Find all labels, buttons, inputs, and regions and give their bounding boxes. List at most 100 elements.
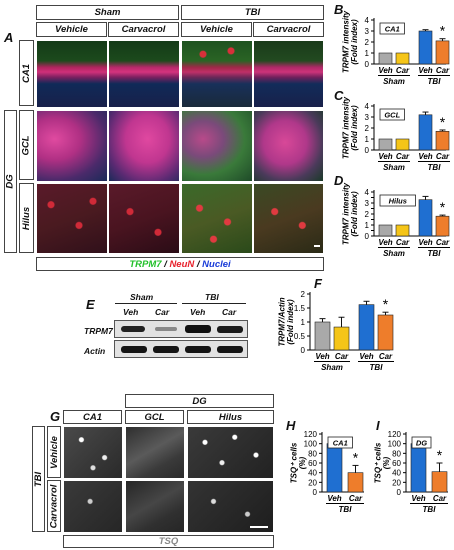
blot-actin <box>114 340 248 358</box>
micrograph-gcl-tbi-carvacrol <box>253 110 324 182</box>
tsq-image-gcl-vehicle <box>125 426 185 479</box>
blot-divider-sham <box>115 303 177 304</box>
c-ytick-label-3: 3 <box>365 113 370 122</box>
c-bar-1 <box>395 138 410 151</box>
i-group-label-0: TBI <box>423 505 437 514</box>
c-ytick-label-1: 1 <box>365 135 370 144</box>
scale-bar-a <box>314 245 320 247</box>
f-category-label-1: Car <box>335 352 349 361</box>
band-trpm7-2 <box>155 327 177 331</box>
d-ytick-label-6: 3 <box>365 199 370 208</box>
f-category-label-0: Veh <box>315 352 329 361</box>
b-category-label-0: Veh <box>378 66 392 75</box>
c-inset-label: GCL <box>384 111 400 120</box>
h-ytick-label-0: 0 <box>313 488 318 497</box>
f-y-axis-label: TRPM7/Actin(Fold index) <box>277 297 295 346</box>
tsq-row-label-carvacrol: Carvacrol <box>47 480 61 532</box>
i-ytick-label-3: 60 <box>392 459 401 468</box>
b-ytick-label-1: 1 <box>365 49 370 58</box>
b-bar-2 <box>418 30 433 65</box>
i-significance-1: * <box>437 447 443 463</box>
d-category-label-2: Veh <box>418 238 432 247</box>
d-ytick-label-4: 2 <box>365 210 370 219</box>
d-bar-3 <box>435 215 450 237</box>
d-bar-2 <box>418 199 433 237</box>
micrograph-hilus-sham-vehicle <box>36 183 108 254</box>
tsq-region-header-dg: DG <box>125 394 274 408</box>
panel-label-f: F <box>314 276 322 291</box>
f-bar-2 <box>358 304 375 351</box>
f-bar-3 <box>377 314 394 351</box>
i-inset-label: DG <box>416 439 427 448</box>
d-category-label-0: Veh <box>378 238 392 247</box>
panel-label-b: B <box>334 2 344 17</box>
h-ytick-label-1: 20 <box>308 478 317 487</box>
c-bar-0 <box>378 138 393 151</box>
i-category-label-1: Car <box>433 494 447 503</box>
h-y-axis-label: TSQ⁺ cells(%) <box>289 442 307 483</box>
b-ytick-label-3: 3 <box>365 27 370 36</box>
band-trpm7-4 <box>217 326 243 333</box>
c-inset-box <box>379 108 405 121</box>
band-actin-3 <box>185 346 211 353</box>
b-group-label-1: TBI <box>428 77 442 86</box>
treatment-header-4: Carvacrol <box>253 22 324 37</box>
c-group-label-1: TBI <box>428 163 442 172</box>
f-bar-1 <box>333 326 350 351</box>
f-ytick-label-3: 1.5 <box>294 304 306 313</box>
tsq-image-gcl-carvacrol <box>125 480 185 533</box>
tsq-row-group-tbi: TBI <box>32 426 45 532</box>
tsq-image-ca1-carvacrol <box>63 480 123 533</box>
tsq-legend: TSQ <box>63 535 274 548</box>
blot-label-trpm7: TRPM7 <box>84 326 113 336</box>
lane-label-1: Veh <box>123 307 139 317</box>
h-ytick-label-2: 40 <box>308 469 317 478</box>
h-inset-label: CA1 <box>333 439 348 448</box>
d-inset-label: Hilus <box>389 197 407 206</box>
band-actin-1 <box>121 346 147 353</box>
h-group-label-0: TBI <box>339 505 353 514</box>
micrograph-gcl-tbi-vehicle <box>181 110 253 182</box>
h-ytick-label-5: 100 <box>304 440 318 449</box>
b-ytick-label-2: 2 <box>365 38 370 47</box>
i-y-axis-label: TSQ⁺ cells(%) <box>373 442 391 483</box>
chart-f: 0 0.5 1 1.5 2 TRPM7/Actin(Fold index) Veh Car Ve… <box>277 290 394 372</box>
row-label-ca1: CA1 <box>19 40 34 106</box>
h-bar-0 <box>326 443 343 493</box>
row-label-gcl: GCL <box>19 110 34 180</box>
i-bar-1 <box>431 471 448 493</box>
b-bar-3 <box>435 40 450 65</box>
f-ytick-label-4: 2 <box>301 290 306 299</box>
chart-c: 0 1 2 3 4 TRPM7 intensity(Fold index) Veh Car Ve… <box>341 96 450 172</box>
i-ytick-label-4: 80 <box>392 449 401 458</box>
panel-label-i: I <box>376 418 380 433</box>
lane-label-2: Car <box>155 307 170 317</box>
band-actin-4 <box>217 346 243 353</box>
treatment-header-3: Vehicle <box>181 22 252 37</box>
c-significance-3: * <box>440 114 446 130</box>
b-group-label-0: Sham <box>383 77 405 86</box>
micrograph-ca1-tbi-vehicle <box>181 40 253 108</box>
f-ytick-label-2: 1 <box>301 318 306 327</box>
d-y-axis-label: TRPM7 intensity(Fold index) <box>341 182 359 245</box>
panel-label-d: D <box>334 173 344 188</box>
c-category-label-2: Veh <box>418 152 432 161</box>
micrograph-ca1-tbi-carvacrol <box>253 40 324 108</box>
row-label-hilus: Hilus <box>19 183 34 253</box>
f-bar-0 <box>314 321 331 351</box>
scale-bar-g <box>250 526 268 528</box>
legend-nuclei: Nuclei <box>202 258 231 270</box>
d-group-label-1: TBI <box>428 249 442 258</box>
c-ytick-label-0: 0 <box>365 146 370 155</box>
micrograph-ca1-sham-vehicle <box>36 40 108 108</box>
group-header-sham: Sham <box>36 5 179 20</box>
h-category-label-0: Veh <box>327 494 341 503</box>
legend-neun: NeuN <box>169 258 195 270</box>
tsq-image-hilus-carvacrol <box>187 480 274 533</box>
panel-label-a: A <box>4 30 14 45</box>
micrograph-gcl-sham-vehicle <box>36 110 108 182</box>
f-ytick-label-0: 0 <box>301 346 306 355</box>
c-category-label-0: Veh <box>378 152 392 161</box>
i-ytick-label-6: 120 <box>388 430 402 439</box>
